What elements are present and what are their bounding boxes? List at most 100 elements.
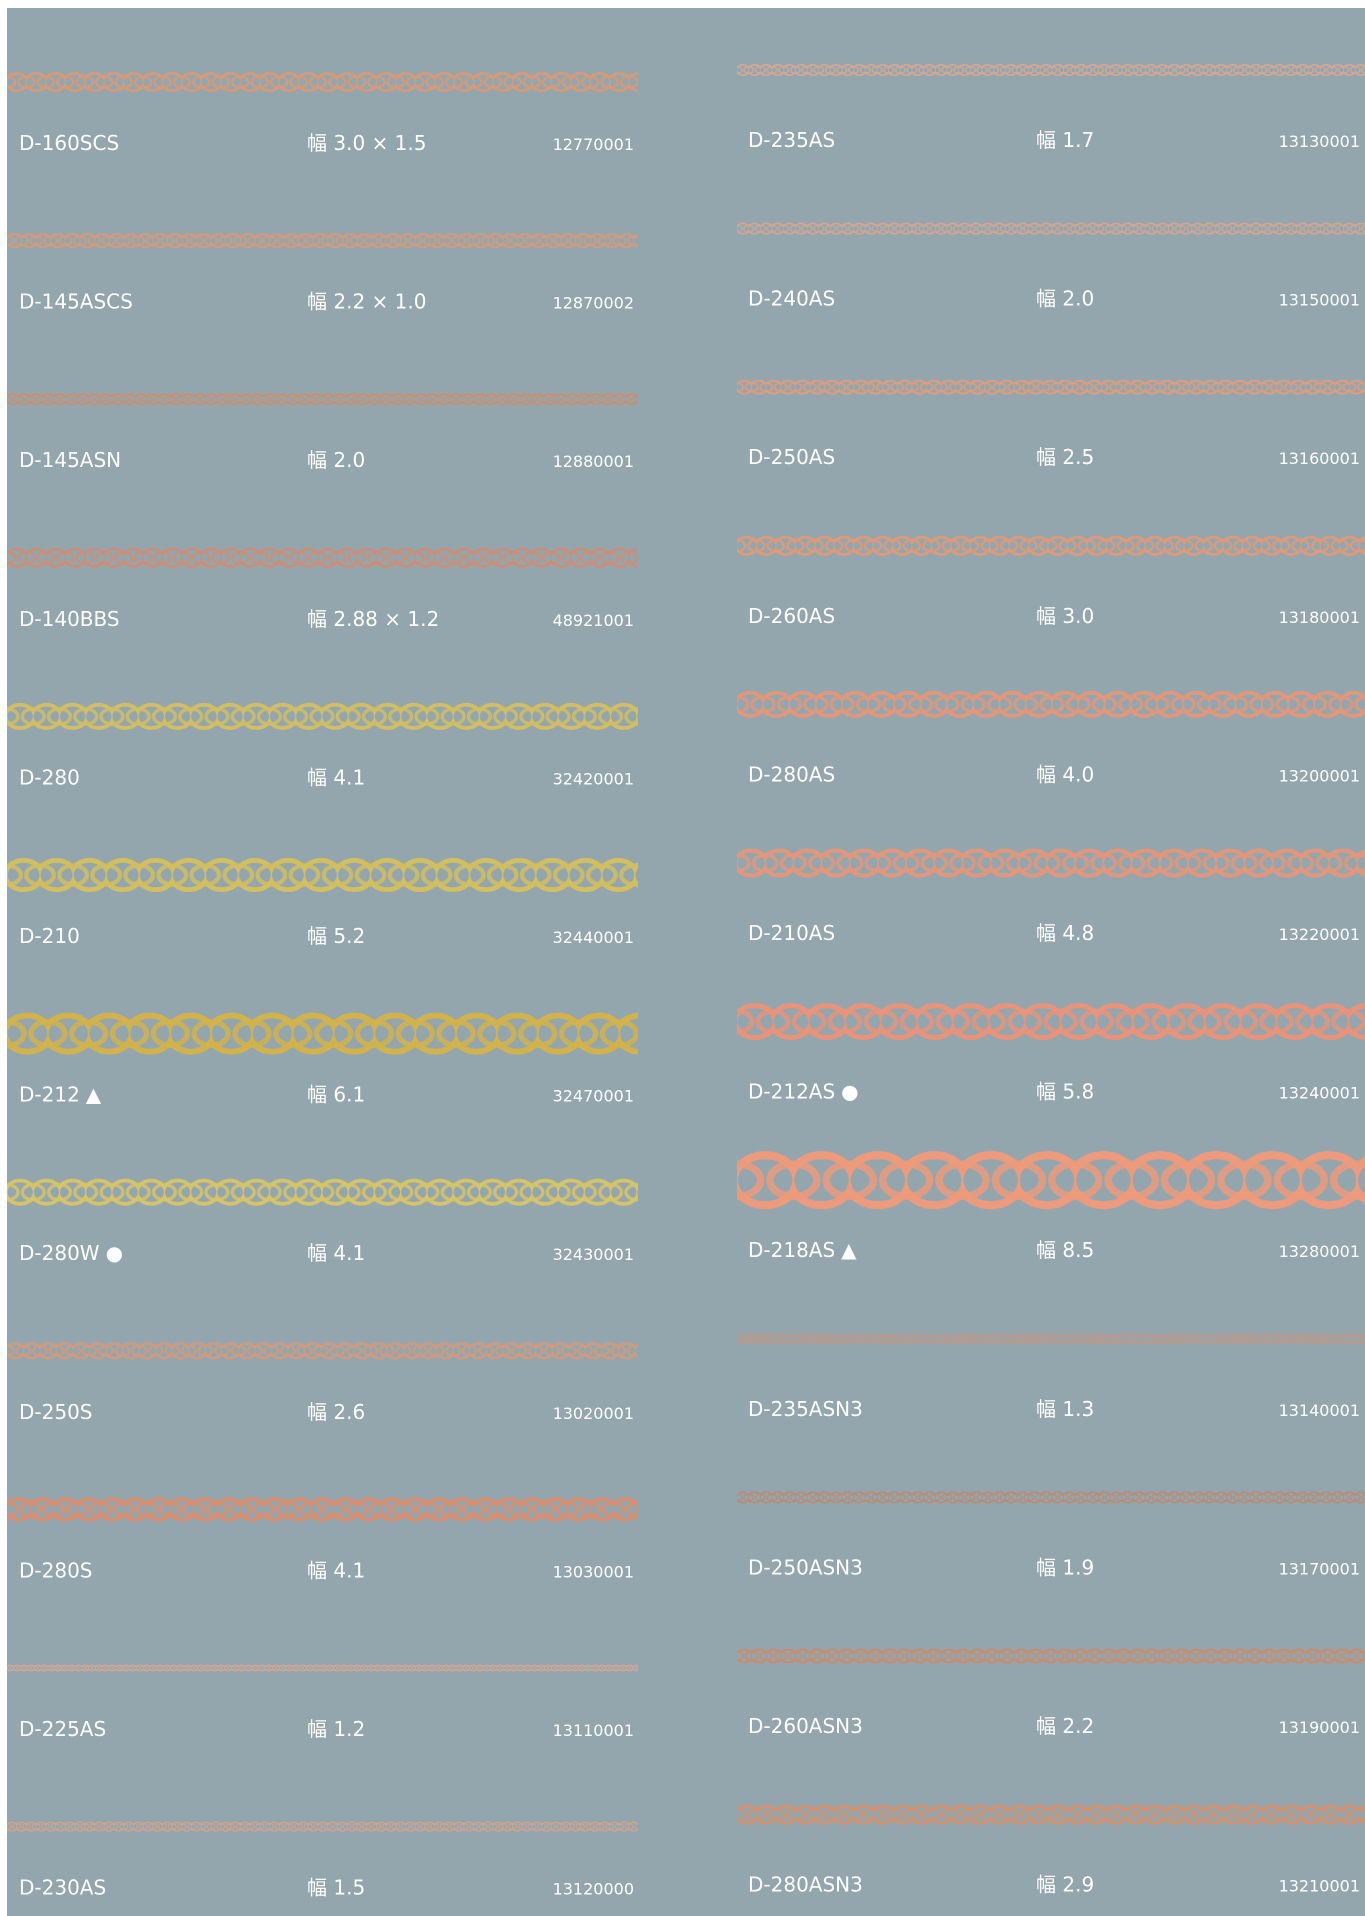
chain-image — [737, 1648, 1365, 1664]
chain-image — [737, 1151, 1365, 1210]
chain-image — [737, 379, 1365, 395]
product-number: 32430001 — [553, 1245, 634, 1264]
chain-image — [737, 64, 1365, 76]
product-number: 13190001 — [1279, 1718, 1360, 1737]
product-width: 幅 2.2 — [1036, 1714, 1094, 1738]
product-code: D-250ASN3 — [748, 1555, 863, 1579]
product-mark: ▲ — [86, 1083, 102, 1107]
product-number: 13160001 — [1279, 449, 1360, 468]
product-code: D-230AS — [19, 1876, 106, 1900]
chain-image — [7, 1178, 638, 1206]
product-number: 13210001 — [1279, 1877, 1360, 1896]
product-width: 幅 5.2 — [307, 924, 365, 948]
product-code: D-250S — [19, 1400, 93, 1424]
product-code: D-280S — [19, 1558, 93, 1582]
product-number: 13200001 — [1279, 766, 1360, 785]
product-code: D-240AS — [748, 287, 835, 311]
product-code: D-140BBS — [19, 607, 120, 631]
product-width: 幅 2.6 — [307, 1400, 365, 1424]
catalog-page: D-160SCS 幅 3.0 × 1.5 12770001 D-145ASCS 幅 2.… — [7, 8, 1365, 1916]
chain-image — [7, 233, 638, 249]
product-width: 幅 1.3 — [1036, 1397, 1094, 1421]
product-width: 幅 4.1 — [307, 1558, 365, 1582]
chain-image — [7, 1342, 638, 1360]
product-code: D-145ASCS — [19, 290, 133, 314]
product-width: 幅 2.88 × 1.2 — [307, 607, 439, 631]
product-code: D-235ASN3 — [748, 1397, 863, 1421]
product-code: D-212 — [19, 1083, 80, 1107]
product-number: 32470001 — [553, 1087, 634, 1106]
chain-image — [737, 1333, 1365, 1344]
product-code: D-160SCS — [19, 131, 119, 155]
product-number: 13170001 — [1279, 1559, 1360, 1578]
product-width: 幅 6.1 — [307, 1083, 365, 1107]
chain-image — [737, 1491, 1365, 1504]
chain-image — [7, 1497, 638, 1522]
product-code: D-250AS — [748, 445, 835, 469]
product-number: 32420001 — [553, 769, 634, 788]
product-code: D-145ASN — [19, 448, 121, 472]
product-number: 12770001 — [553, 135, 634, 154]
product-number: 13150001 — [1279, 291, 1360, 310]
product-number: 13180001 — [1279, 608, 1360, 627]
product-width: 幅 5.8 — [1036, 1080, 1094, 1104]
product-mark: ● — [841, 1080, 858, 1104]
chain-image — [737, 690, 1365, 718]
product-width: 幅 3.0 × 1.5 — [307, 131, 426, 155]
product-number: 13240001 — [1279, 1084, 1360, 1103]
product-number: 48921001 — [553, 611, 634, 630]
product-width: 幅 1.5 — [307, 1876, 365, 1900]
product-number: 13120000 — [553, 1880, 634, 1899]
product-number: 12880001 — [553, 452, 634, 471]
product-code: D-280W — [19, 1241, 100, 1265]
product-code: D-235AS — [748, 128, 835, 152]
chain-image — [7, 393, 638, 406]
product-number: 13110001 — [553, 1721, 634, 1740]
product-width: 幅 3.0 — [1036, 604, 1094, 628]
product-width: 幅 4.8 — [1036, 921, 1094, 945]
chain-image — [7, 1821, 638, 1832]
product-code: D-260ASN3 — [748, 1714, 863, 1738]
product-code: D-210 — [19, 924, 80, 948]
product-code: D-260AS — [748, 604, 835, 628]
product-width: 幅 1.2 — [307, 1717, 365, 1741]
chain-image — [737, 1003, 1365, 1041]
product-number: 13130001 — [1279, 132, 1360, 151]
product-width: 幅 1.9 — [1036, 1555, 1094, 1579]
product-code: D-280ASN3 — [748, 1873, 863, 1897]
product-width: 幅 1.7 — [1036, 128, 1094, 152]
product-code: D-210AS — [748, 921, 835, 945]
product-code: D-212AS — [748, 1080, 835, 1104]
chain-image — [737, 535, 1365, 556]
product-code: D-218AS — [748, 1238, 835, 1262]
product-width: 幅 2.5 — [1036, 445, 1094, 469]
chain-image — [7, 1664, 638, 1672]
product-width: 幅 2.2 × 1.0 — [307, 290, 426, 314]
chain-image — [7, 72, 638, 92]
product-width: 幅 4.0 — [1036, 762, 1094, 786]
chain-image — [737, 848, 1365, 878]
product-number: 13280001 — [1279, 1242, 1360, 1261]
product-width: 幅 8.5 — [1036, 1238, 1094, 1262]
product-width: 幅 2.0 — [307, 448, 365, 472]
product-width: 幅 4.1 — [307, 765, 365, 789]
product-mark: ▲ — [841, 1238, 857, 1262]
product-number: 13140001 — [1279, 1401, 1360, 1420]
chain-image — [7, 1012, 638, 1055]
chain-image — [737, 222, 1365, 235]
product-width: 幅 2.0 — [1036, 287, 1094, 311]
chain-image — [7, 858, 638, 892]
product-number: 13020001 — [553, 1404, 634, 1423]
chain-image — [7, 547, 638, 568]
product-code: D-280 — [19, 765, 80, 789]
chain-image — [7, 702, 638, 730]
product-width: 幅 4.1 — [307, 1241, 365, 1265]
product-code: D-225AS — [19, 1717, 106, 1741]
product-number: 12870002 — [553, 294, 634, 313]
product-number: 13220001 — [1279, 925, 1360, 944]
chain-image — [737, 1804, 1365, 1825]
product-code: D-280AS — [748, 762, 835, 786]
product-mark: ● — [106, 1241, 123, 1265]
product-width: 幅 2.9 — [1036, 1873, 1094, 1897]
